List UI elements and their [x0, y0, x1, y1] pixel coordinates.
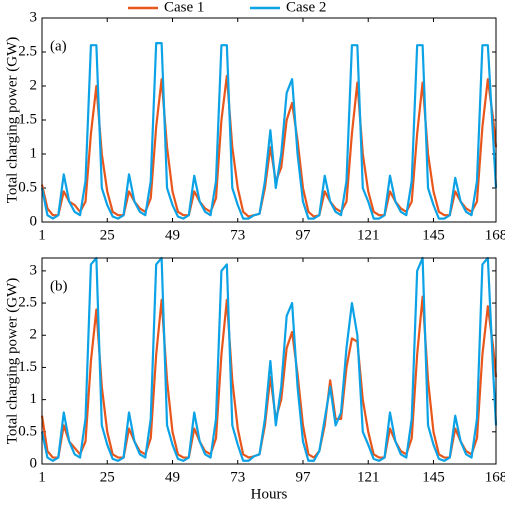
y-tick-label: 1.5 — [18, 111, 37, 127]
y-tick-label: 3 — [30, 262, 38, 278]
panel-label: (b) — [50, 278, 68, 294]
legend-label: Case 1 — [164, 0, 204, 15]
y-tick-label: 2.5 — [18, 295, 37, 311]
plot-area — [42, 18, 496, 222]
x-tick-label: 73 — [230, 469, 245, 485]
y-tick-label: 0.5 — [18, 423, 37, 439]
legend-label: Case 2 — [286, 0, 326, 15]
y-tick-label: 1.5 — [18, 359, 37, 375]
x-tick-label: 168 — [485, 227, 505, 243]
y-tick-label: 2 — [30, 77, 38, 93]
x-tick-label: 145 — [422, 227, 445, 243]
y-tick-label: 1 — [30, 145, 38, 161]
x-tick-label: 145 — [422, 469, 445, 485]
x-tick-label: 25 — [100, 469, 115, 485]
plot-frame — [41, 257, 497, 465]
y-tick-label: 0 — [30, 455, 38, 471]
y-axis-label: Total charging power (GW) — [4, 37, 20, 204]
y-tick-label: 2.5 — [18, 43, 37, 59]
y-tick-label: 1 — [30, 391, 38, 407]
panel-label: (a) — [50, 38, 67, 54]
series-line — [40, 74, 498, 218]
y-axis-label: Total charging power (GW) — [4, 278, 20, 445]
x-axis-label: Hours — [251, 486, 288, 502]
x-tick-label: 25 — [100, 227, 115, 243]
x-tick-label: 1 — [38, 227, 46, 243]
series-line — [40, 42, 498, 220]
y-tick-label: 2 — [30, 327, 38, 343]
plot-frame — [41, 17, 497, 223]
x-tick-label: 121 — [357, 227, 380, 243]
y-tick-label: 0.5 — [18, 179, 37, 195]
x-tick-label: 121 — [357, 469, 380, 485]
x-tick-label: 49 — [165, 469, 180, 485]
y-tick-label: 0 — [30, 213, 38, 229]
x-tick-label: 73 — [230, 227, 245, 243]
y-tick-label: 3 — [30, 9, 38, 25]
x-tick-label: 97 — [295, 469, 311, 485]
x-tick-label: 1 — [38, 469, 46, 485]
x-tick-label: 168 — [485, 469, 505, 485]
x-tick-label: 49 — [165, 227, 180, 243]
plot-area — [42, 258, 496, 464]
x-tick-label: 97 — [295, 227, 311, 243]
series-line — [40, 295, 498, 459]
